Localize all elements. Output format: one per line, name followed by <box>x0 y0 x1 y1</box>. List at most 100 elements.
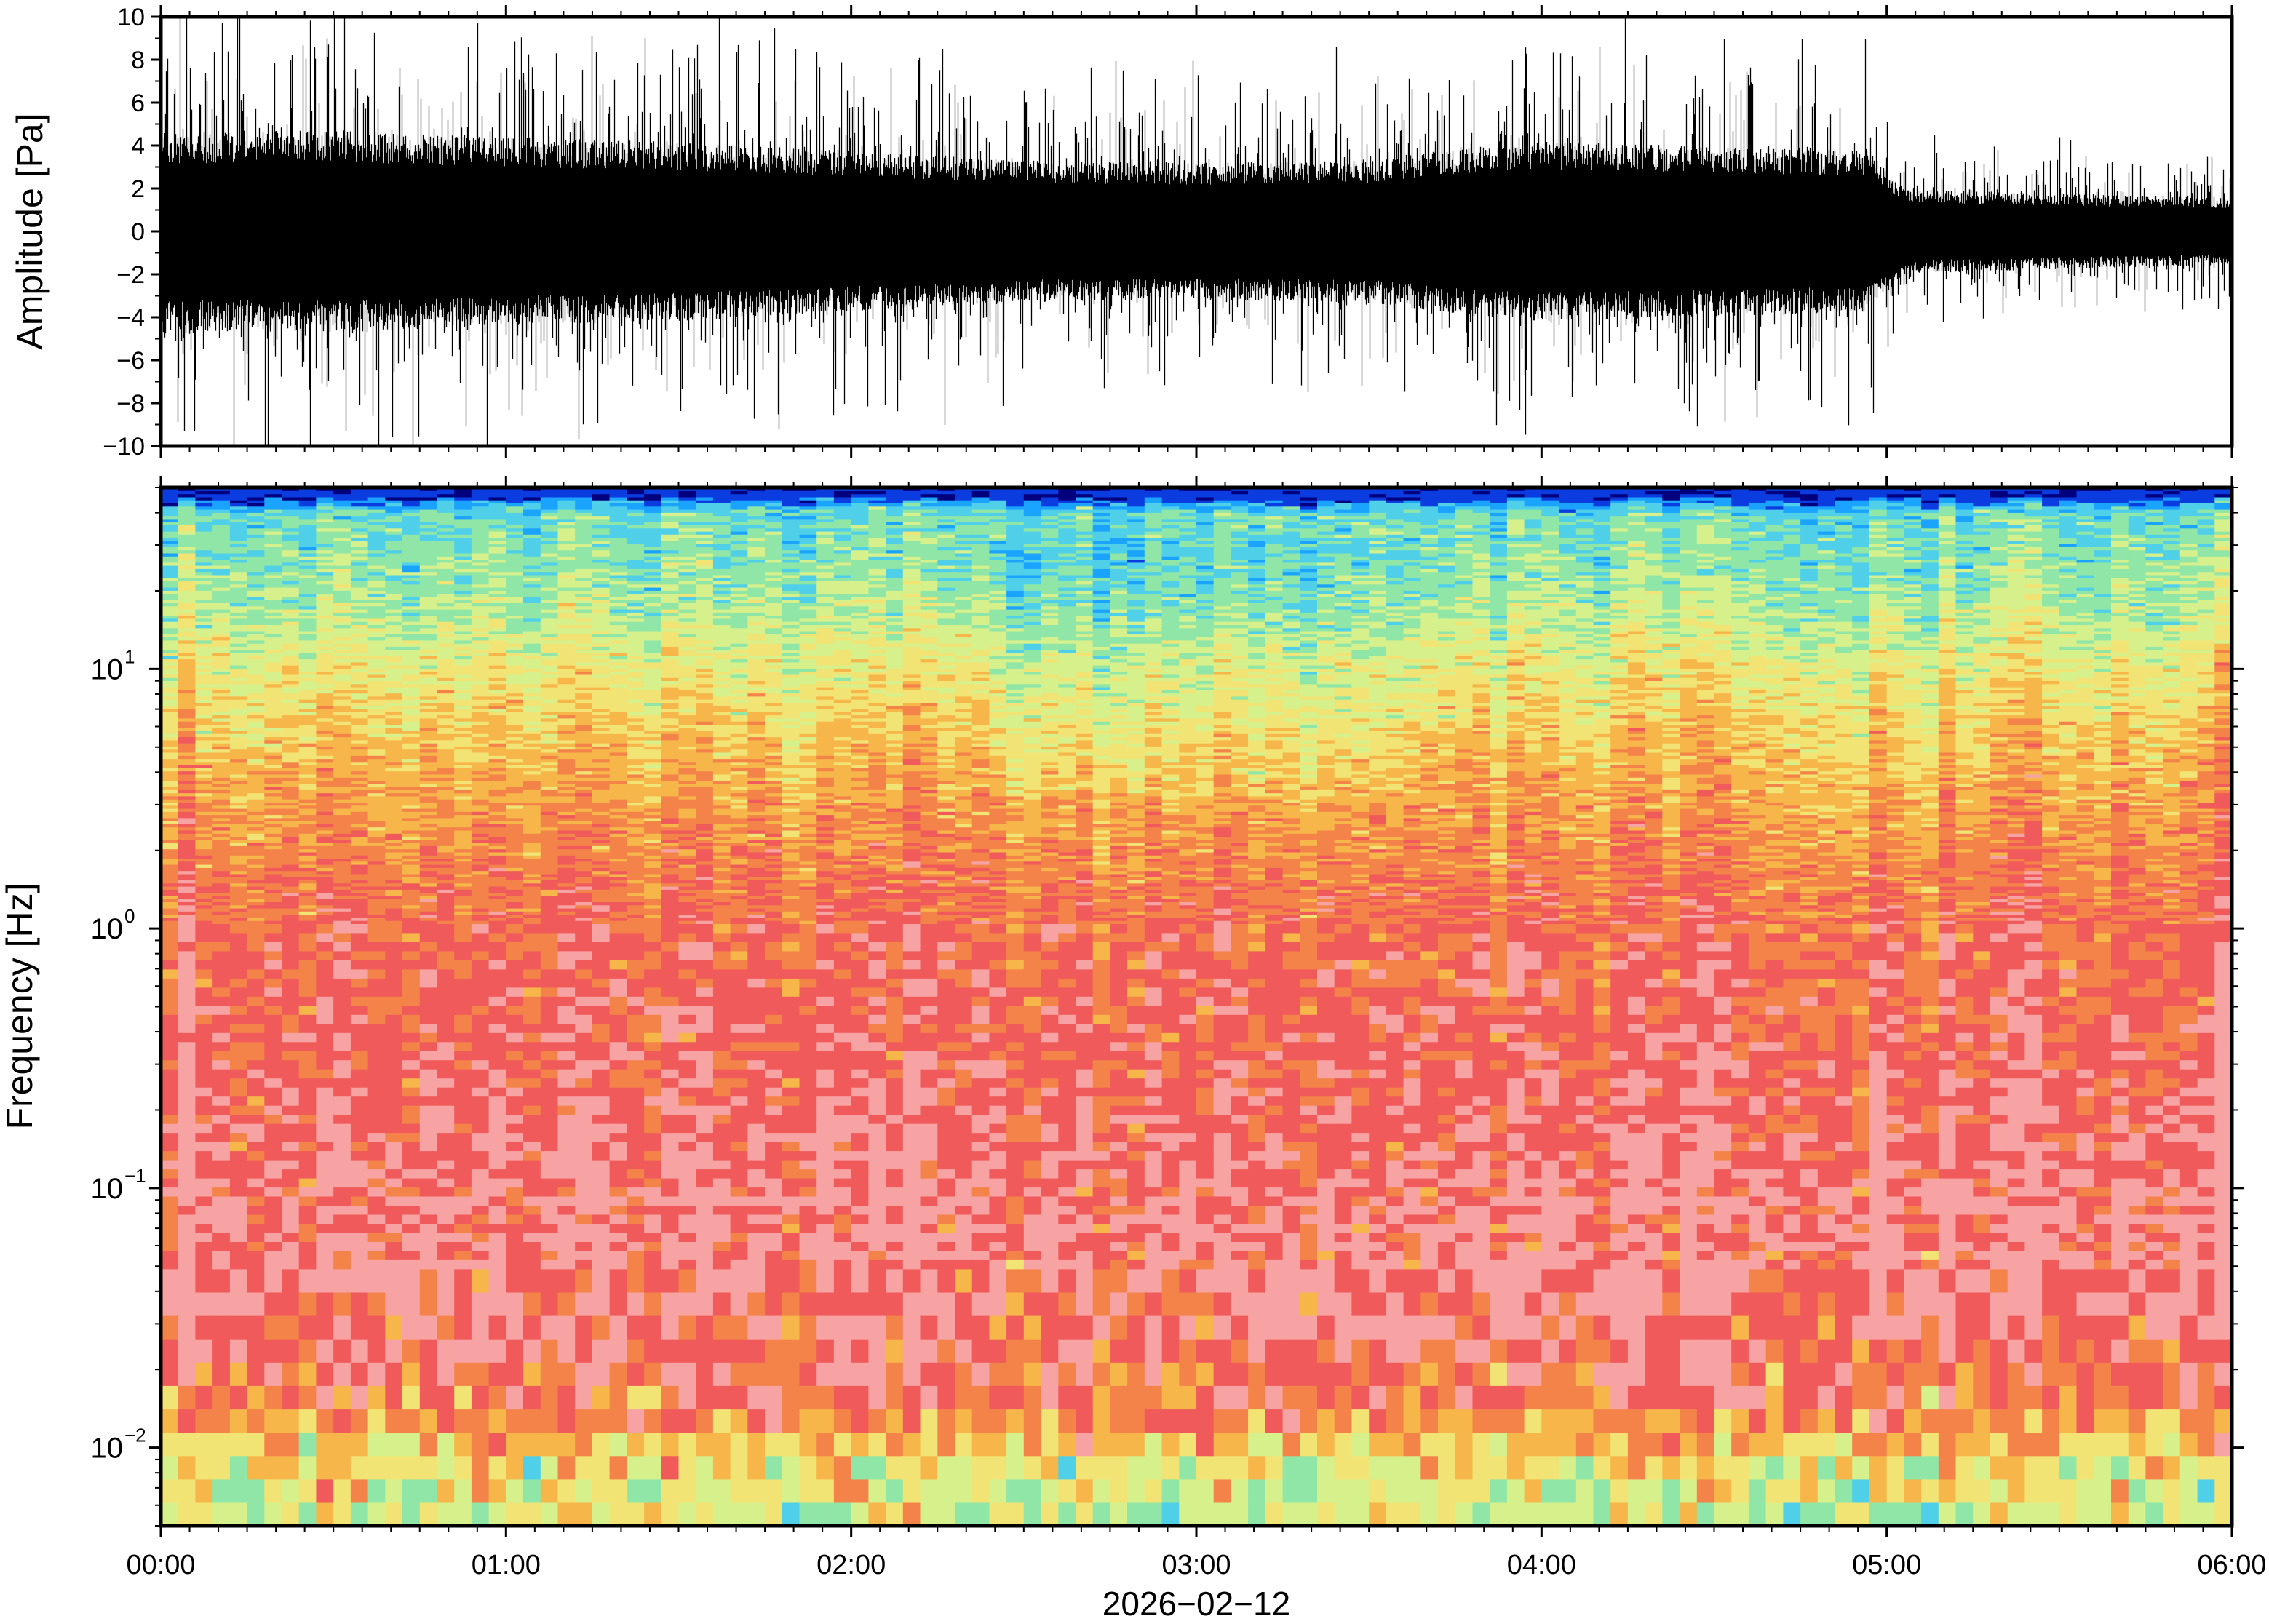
spectrogram-cell <box>575 1187 592 1196</box>
spectrogram-cell <box>212 544 230 547</box>
spectrogram-cell <box>195 721 212 725</box>
spectrogram-cell <box>368 696 386 700</box>
spectrogram-cell <box>264 1006 282 1015</box>
spectrogram-cell <box>161 1433 178 1457</box>
spectrogram-cell <box>506 1051 523 1060</box>
spectrogram-cell <box>558 978 576 987</box>
spectrogram-cell <box>316 1069 333 1078</box>
spectrogram-cell <box>195 1205 212 1214</box>
spectrogram-cell <box>333 771 351 775</box>
spectrogram-cell <box>247 1315 265 1340</box>
spectrogram-cell <box>558 624 576 628</box>
spectrogram-cell <box>489 516 506 520</box>
spectrogram-cell <box>316 715 333 719</box>
spectrogram-cell <box>333 1151 351 1161</box>
spectrogram-cell <box>541 702 558 706</box>
spectrogram-cell <box>575 920 592 924</box>
spectrogram-cell <box>333 864 351 868</box>
spectrogram-cell <box>541 855 558 859</box>
spectrogram-cell <box>351 864 368 868</box>
spectrogram-cell <box>472 699 489 703</box>
spectrogram-cell <box>385 600 402 603</box>
spectrogram-cell <box>420 631 437 634</box>
spectrogram-cell <box>247 659 265 663</box>
spectrogram-cell <box>212 1433 230 1457</box>
spectrogram-cell <box>454 490 472 494</box>
spectrogram-cell <box>385 712 402 715</box>
spectrogram-cell <box>575 668 592 672</box>
spectrogram-cell <box>558 880 576 883</box>
spectrogram-cell <box>230 840 247 843</box>
spectrogram-cell <box>195 584 212 588</box>
spectrogram-cell <box>472 541 489 544</box>
spectrogram-cell <box>402 987 420 997</box>
spectrogram-cell <box>437 1315 455 1340</box>
spectrogram-cell <box>195 871 212 875</box>
spectrogram-cell <box>299 796 317 800</box>
spectrogram-cell <box>264 843 282 846</box>
spectrogram-cell <box>230 684 247 688</box>
spectrogram-cell <box>195 987 212 997</box>
spectrogram-cell <box>523 1196 541 1206</box>
spectrogram-cell <box>230 494 247 498</box>
spectrogram-cell <box>385 653 402 656</box>
spectrogram-cell <box>264 905 282 909</box>
spectrogram-cell <box>299 845 317 849</box>
spectrogram-cell <box>264 728 282 731</box>
spectrogram-cell <box>420 889 437 893</box>
spectrogram-cell <box>558 553 576 557</box>
spectrogram-cell <box>472 1006 489 1015</box>
spectrogram-cell <box>333 852 351 856</box>
spectrogram-cell <box>333 665 351 669</box>
spectrogram-cell <box>351 509 368 513</box>
spectrogram-cell <box>282 584 299 588</box>
spectrogram-cell <box>212 871 230 875</box>
spectrogram-cell <box>351 758 368 762</box>
spectrogram-cell <box>230 724 247 728</box>
spectrogram-cell <box>523 662 541 666</box>
spectrogram-cell <box>316 777 333 781</box>
spectrogram-cell <box>247 855 265 859</box>
spectrogram-cell <box>454 824 472 827</box>
spectrogram-cell <box>506 768 523 771</box>
spectrogram-cell <box>351 677 368 681</box>
spectrogram-cell <box>541 1105 558 1115</box>
spectrogram-cell <box>506 1178 523 1187</box>
spectrogram-cell <box>454 699 472 703</box>
spectrogram-cell <box>489 811 506 815</box>
spectrogram-cell <box>402 918 420 921</box>
spectrogram-cell <box>161 522 178 525</box>
spectrogram-cell <box>402 696 420 700</box>
spectrogram-cell <box>437 808 455 812</box>
spectrogram-cell <box>385 793 402 797</box>
spectrogram-cell <box>264 821 282 824</box>
spectrogram-cell <box>472 908 489 912</box>
spectrogram-cell <box>420 522 437 525</box>
spectrogram-cell <box>230 899 247 902</box>
spectrogram-cell <box>402 674 420 678</box>
spectrogram-cell <box>472 802 489 805</box>
spectrogram-cell <box>299 640 317 644</box>
spectrogram-cell <box>420 1060 437 1070</box>
spectrogram-cell <box>282 755 299 759</box>
spectrogram-cell <box>195 600 212 603</box>
spectrogram-cell <box>230 911 247 915</box>
spectrogram-cell <box>454 799 472 803</box>
spectrogram-cell <box>316 1269 333 1293</box>
spectrogram-cell <box>299 1006 317 1015</box>
spectrogram-cell <box>333 606 351 610</box>
spectrogram-cell <box>437 656 455 659</box>
spectrogram-cell <box>592 1187 610 1196</box>
spectrogram-cell <box>472 815 489 819</box>
spectrogram-cell <box>161 1223 178 1233</box>
spectrogram-cell <box>454 590 472 594</box>
spectrogram-cell <box>316 833 333 837</box>
spectrogram-cell <box>351 621 368 625</box>
spectrogram-cell <box>489 1385 506 1409</box>
spectrogram-cell <box>333 1187 351 1196</box>
spectrogram-cell <box>402 1409 420 1433</box>
spectrogram-cell <box>333 541 351 544</box>
spectrogram-cell <box>506 996 523 1006</box>
spectrogram-cell <box>385 1502 402 1527</box>
spectrogram-cell <box>161 771 178 775</box>
